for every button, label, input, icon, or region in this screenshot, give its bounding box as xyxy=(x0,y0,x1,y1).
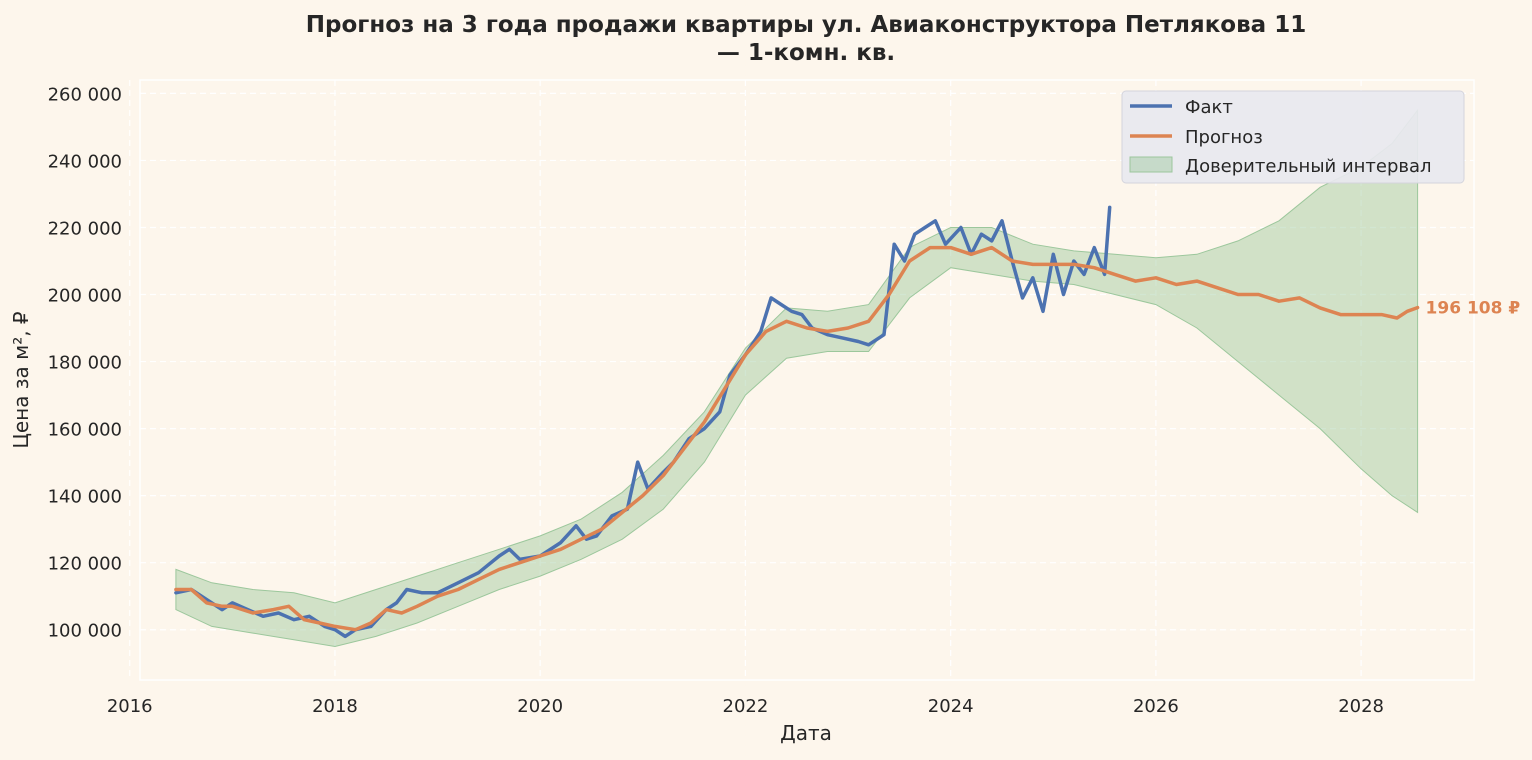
y-tick-label: 200 000 xyxy=(48,286,122,307)
x-tick-label: 2018 xyxy=(312,696,358,717)
y-tick-label: 100 000 xyxy=(48,621,122,642)
y-tick-label: 140 000 xyxy=(48,487,122,508)
legend: Факт Прогноз Доверительный интервал xyxy=(1121,90,1465,184)
y-axis-label: Цена за м², ₽ xyxy=(9,311,33,449)
x-tick-label: 2028 xyxy=(1338,696,1384,717)
y-tick-label: 260 000 xyxy=(48,84,122,105)
y-tick-label: 240 000 xyxy=(48,151,122,172)
y-tick-label: 220 000 xyxy=(48,218,122,239)
chart-title-line1: Прогноз на 3 года продажи квартиры ул. А… xyxy=(306,12,1306,38)
x-tick-label: 2020 xyxy=(517,696,563,717)
chart-title-line2: — 1-комн. кв. xyxy=(717,40,895,66)
confidence-interval-band xyxy=(175,108,1419,648)
series-line-forecast xyxy=(174,245,1420,632)
end-value-label: 196 108 ₽ xyxy=(1426,299,1521,319)
legend-label-fact: Факт xyxy=(1185,97,1233,118)
legend-label-forecast: Прогноз xyxy=(1185,127,1263,148)
x-tick-label: 2022 xyxy=(723,696,769,717)
y-tick-label: 160 000 xyxy=(48,420,122,441)
legend-label-interval: Доверительный интервал xyxy=(1185,156,1432,177)
y-tick-label: 120 000 xyxy=(48,554,122,575)
legend-swatch-interval xyxy=(1129,156,1173,173)
x-tick-label: 2016 xyxy=(107,696,153,717)
x-tick-label: 2024 xyxy=(928,696,974,717)
x-tick-label: 2026 xyxy=(1133,696,1179,717)
x-axis-label: Дата xyxy=(780,721,832,745)
legend-box xyxy=(1121,90,1465,184)
y-tick-label: 180 000 xyxy=(48,353,122,374)
